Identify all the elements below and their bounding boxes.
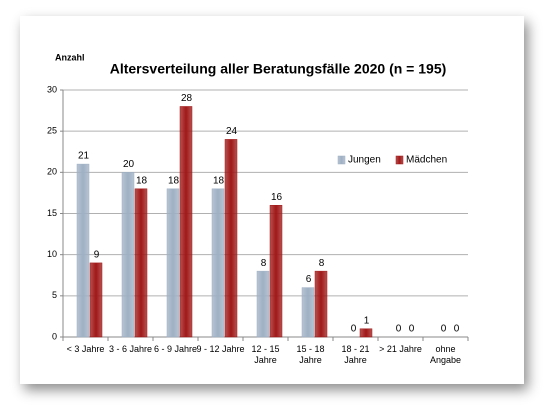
bar: [301, 287, 315, 338]
value-label: 9: [94, 250, 100, 261]
y-tick-label: 20: [47, 167, 57, 177]
bar: [134, 188, 148, 338]
y-tick-label: 5: [52, 290, 57, 300]
x-tick-label: 18 - 21 Jahre: [341, 344, 370, 365]
value-label: 0: [441, 324, 447, 335]
value-label: 21: [78, 151, 90, 162]
x-tick-label: ohne Angabe: [429, 344, 462, 365]
value-label: 24: [226, 126, 238, 137]
x-tick-label: < 3 Jahre: [66, 344, 105, 354]
bar: [224, 139, 238, 338]
bar: [179, 106, 193, 338]
bar: [359, 328, 373, 338]
x-tick-label: 12 - 15 Jahre: [251, 344, 280, 365]
value-label: 28: [181, 93, 193, 104]
bar: [76, 163, 90, 338]
value-label: 0: [409, 324, 415, 335]
bar: [89, 262, 103, 338]
y-tick-label: 30: [47, 84, 57, 94]
y-axis-label: Anzahl: [55, 52, 85, 62]
value-label: 1: [364, 315, 370, 326]
value-label: 6: [306, 274, 312, 285]
value-label: 20: [123, 159, 135, 170]
bar: [256, 270, 270, 338]
x-tick-label: 3 - 6 Jahre: [108, 344, 153, 354]
value-label: 18: [168, 175, 180, 186]
value-label: 0: [351, 324, 357, 335]
bar: [121, 172, 135, 338]
bar: [166, 188, 180, 338]
value-label: 18: [136, 175, 148, 186]
bar: [211, 188, 225, 338]
x-tick-label: > 21 Jahre: [379, 344, 422, 354]
legend-swatch: [395, 155, 404, 165]
y-tick-label: 0: [52, 331, 57, 341]
y-tick-label: 10: [47, 249, 57, 259]
value-label: 16: [271, 192, 283, 203]
value-label: 8: [319, 258, 325, 269]
legend-label: Mädchen: [406, 155, 447, 166]
legend-label: Jungen: [348, 155, 381, 166]
legend-swatch: [337, 155, 346, 165]
x-tick-label: 9 - 12 Jahre: [196, 344, 245, 354]
y-tick-label: 25: [47, 126, 57, 136]
value-label: 18: [213, 175, 225, 186]
value-label: 0: [454, 324, 460, 335]
value-label: 8: [261, 258, 267, 269]
bar: [269, 205, 283, 338]
x-tick-label: 6 - 9 Jahre: [153, 344, 198, 354]
x-tick-label: 15 - 18 Jahre: [296, 344, 325, 365]
value-label: 0: [396, 324, 402, 335]
chart-title: Altersverteilung aller Beratungsfälle 20…: [110, 61, 447, 77]
bar: [314, 270, 328, 338]
y-tick-label: 15: [47, 208, 57, 218]
